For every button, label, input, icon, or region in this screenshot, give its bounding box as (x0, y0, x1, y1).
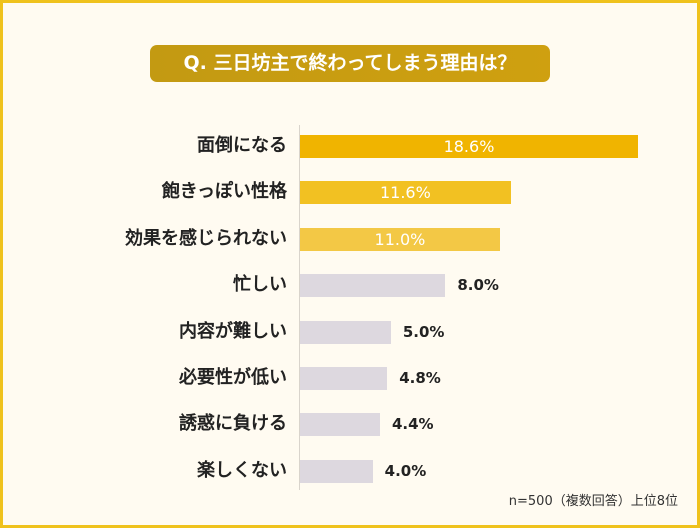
category-label: 効果を感じられない (125, 227, 287, 249)
bar (300, 274, 446, 298)
data-label: 4.8% (399, 369, 441, 387)
category-label: 必要性が低い (179, 367, 287, 388)
bar (300, 181, 511, 205)
category-label: 誘惑に負ける (179, 413, 287, 435)
bar (300, 413, 380, 437)
data-label: 5.0% (402, 322, 445, 341)
category-label: 楽しくない (197, 459, 287, 481)
data-label: 11.6% (379, 183, 431, 203)
category-label: 内容が難しい (179, 320, 287, 342)
category-label: 飽きっぽい性格 (161, 181, 287, 203)
data-label: 4.0% (384, 461, 427, 480)
category-label: 面倒になる (197, 135, 287, 156)
bar (300, 459, 373, 483)
data-label: 8.0% (457, 276, 499, 295)
chart-title: Q. 三日坊主で終わってしまう理由は？ (150, 45, 550, 82)
data-label: 11.0% (374, 229, 426, 249)
bar (300, 135, 638, 158)
data-label: 18.6% (443, 137, 495, 156)
bar (300, 367, 388, 390)
bar (300, 320, 391, 344)
bar (300, 227, 500, 251)
y-axis-line (299, 125, 300, 490)
data-label: 4.4% (391, 415, 434, 434)
category-label: 忙しい (233, 274, 287, 296)
sample-note: n=500（複数回答）上位8位 (508, 494, 678, 509)
